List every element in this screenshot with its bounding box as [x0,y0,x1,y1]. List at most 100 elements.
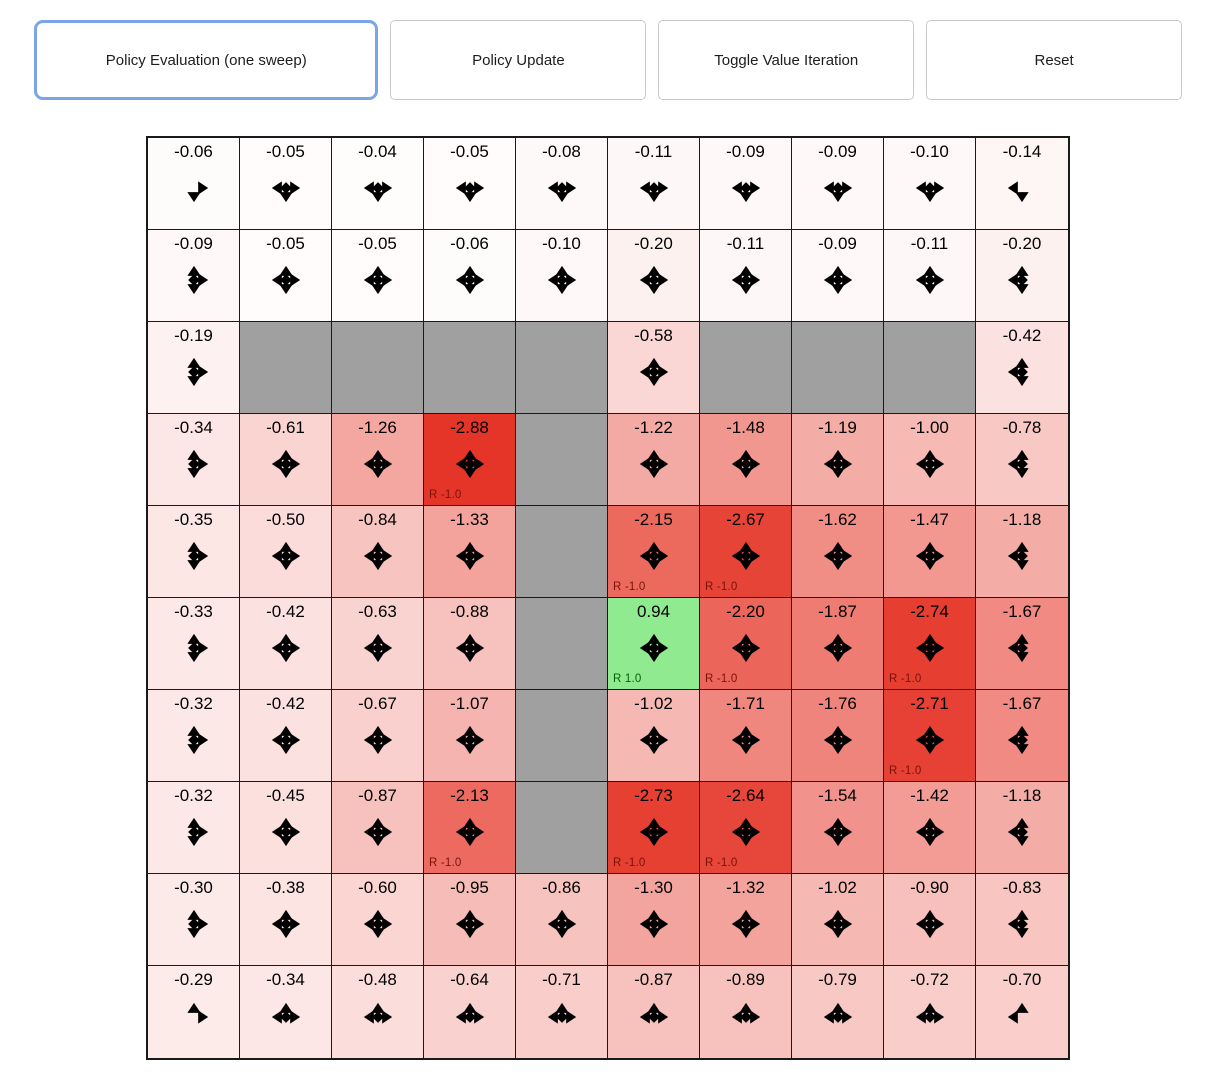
grid-cell[interactable]: -2.20 R -1.0 [700,598,792,690]
grid-cell[interactable]: -2.64 R -1.0 [700,782,792,874]
grid-wall-cell[interactable] [516,598,608,690]
grid-cell[interactable]: -1.33 [424,506,516,598]
grid-cell[interactable]: -2.67 R -1.0 [700,506,792,598]
grid-cell[interactable]: -0.33 [148,598,240,690]
grid-wall-cell[interactable] [332,322,424,414]
grid-cell[interactable]: -0.84 [332,506,424,598]
grid-cell[interactable]: -1.26 [332,414,424,506]
grid-cell[interactable]: -0.88 [424,598,516,690]
grid-cell[interactable]: -0.50 [240,506,332,598]
grid-cell[interactable]: -0.42 [240,690,332,782]
grid-wall-cell[interactable] [792,322,884,414]
grid-cell[interactable]: -0.05 [240,230,332,322]
grid-cell[interactable]: -0.20 [608,230,700,322]
grid-cell[interactable]: -1.67 [976,598,1068,690]
grid-cell[interactable]: 0.94 R 1.0 [608,598,700,690]
grid-cell[interactable]: -0.10 [884,138,976,230]
grid-cell[interactable]: -0.09 [148,230,240,322]
grid-cell[interactable]: -1.02 [608,690,700,782]
grid-cell[interactable]: -1.02 [792,874,884,966]
grid-cell[interactable]: -0.90 [884,874,976,966]
grid-cell[interactable]: -0.45 [240,782,332,874]
grid-cell[interactable]: -2.88 R -1.0 [424,414,516,506]
grid-cell[interactable]: -0.35 [148,506,240,598]
grid-wall-cell[interactable] [516,322,608,414]
grid-cell[interactable]: -0.42 [240,598,332,690]
grid-cell[interactable]: -1.07 [424,690,516,782]
grid-cell[interactable]: -0.86 [516,874,608,966]
grid-cell[interactable]: -1.71 [700,690,792,782]
grid-cell[interactable]: -1.18 [976,782,1068,874]
grid-wall-cell[interactable] [240,322,332,414]
policy-update-button[interactable]: Policy Update [390,20,647,100]
grid-cell[interactable]: -0.71 [516,966,608,1058]
grid-cell[interactable]: -0.11 [700,230,792,322]
grid-cell[interactable]: -0.32 [148,782,240,874]
grid-cell[interactable]: -0.42 [976,322,1068,414]
grid-cell[interactable]: -0.72 [884,966,976,1058]
grid-wall-cell[interactable] [884,322,976,414]
grid-cell[interactable]: -0.78 [976,414,1068,506]
grid-wall-cell[interactable] [516,690,608,782]
grid-cell[interactable]: -2.15 R -1.0 [608,506,700,598]
grid-cell[interactable]: -1.76 [792,690,884,782]
grid-wall-cell[interactable] [516,414,608,506]
grid-cell[interactable]: -1.30 [608,874,700,966]
grid-cell[interactable]: -1.42 [884,782,976,874]
grid-cell[interactable]: -1.47 [884,506,976,598]
grid-cell[interactable]: -0.04 [332,138,424,230]
grid-cell[interactable]: -1.67 [976,690,1068,782]
grid-wall-cell[interactable] [700,322,792,414]
grid-cell[interactable]: -0.20 [976,230,1068,322]
grid-cell[interactable]: -0.09 [700,138,792,230]
grid-cell[interactable]: -1.22 [608,414,700,506]
grid-cell[interactable]: -0.48 [332,966,424,1058]
grid-cell[interactable]: -0.29 [148,966,240,1058]
grid-cell[interactable]: -0.11 [884,230,976,322]
grid-cell[interactable]: -0.10 [516,230,608,322]
grid-cell[interactable]: -0.06 [148,138,240,230]
grid-wall-cell[interactable] [424,322,516,414]
grid-cell[interactable]: -1.48 [700,414,792,506]
grid-cell[interactable]: -0.19 [148,322,240,414]
grid-cell[interactable]: -0.34 [240,966,332,1058]
grid-cell[interactable]: -0.87 [608,966,700,1058]
toggle-value-iteration-button[interactable]: Toggle Value Iteration [658,20,915,100]
grid-cell[interactable]: -0.60 [332,874,424,966]
grid-cell[interactable]: -2.71 R -1.0 [884,690,976,782]
grid-cell[interactable]: -0.32 [148,690,240,782]
grid-cell[interactable]: -0.89 [700,966,792,1058]
grid-cell[interactable]: -0.05 [424,138,516,230]
grid-cell[interactable]: -0.87 [332,782,424,874]
grid-cell[interactable]: -0.09 [792,230,884,322]
grid-cell[interactable]: -2.13 R -1.0 [424,782,516,874]
policy-evaluation-button[interactable]: Policy Evaluation (one sweep) [34,20,379,100]
grid-cell[interactable]: -1.87 [792,598,884,690]
grid-cell[interactable]: -0.08 [516,138,608,230]
grid-cell[interactable]: -0.63 [332,598,424,690]
grid-cell[interactable]: -0.67 [332,690,424,782]
grid-cell[interactable]: -1.54 [792,782,884,874]
grid-wall-cell[interactable] [516,782,608,874]
grid-cell[interactable]: -1.62 [792,506,884,598]
reset-button[interactable]: Reset [926,20,1183,100]
grid-cell[interactable]: -1.00 [884,414,976,506]
grid-cell[interactable]: -0.14 [976,138,1068,230]
grid-cell[interactable]: -0.70 [976,966,1068,1058]
grid-cell[interactable]: -0.38 [240,874,332,966]
grid-cell[interactable]: -0.05 [240,138,332,230]
grid-cell[interactable]: -0.09 [792,138,884,230]
grid-cell[interactable]: -0.06 [424,230,516,322]
grid-cell[interactable]: -0.11 [608,138,700,230]
grid-cell[interactable]: -1.19 [792,414,884,506]
grid-cell[interactable]: -0.61 [240,414,332,506]
grid-cell[interactable]: -0.83 [976,874,1068,966]
grid-cell[interactable]: -0.58 [608,322,700,414]
grid-wall-cell[interactable] [516,506,608,598]
grid-cell[interactable]: -0.30 [148,874,240,966]
grid-cell[interactable]: -0.79 [792,966,884,1058]
grid-cell[interactable]: -0.95 [424,874,516,966]
grid-cell[interactable]: -0.05 [332,230,424,322]
grid-cell[interactable]: -2.73 R -1.0 [608,782,700,874]
grid-cell[interactable]: -1.18 [976,506,1068,598]
